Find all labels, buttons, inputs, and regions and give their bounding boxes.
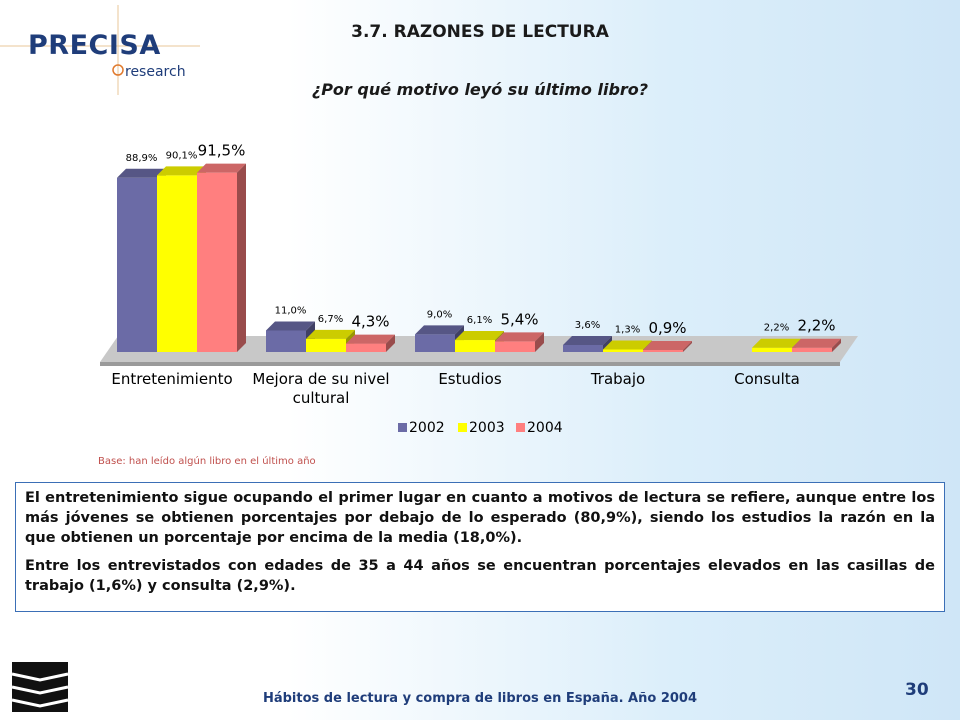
data-label-2002-0: 88,9% xyxy=(126,153,158,164)
legend-label-2004: 2004 xyxy=(527,420,563,436)
bar-2004-2 xyxy=(495,332,544,352)
legend-swatch-2003 xyxy=(458,423,467,432)
bar-2004-1 xyxy=(346,334,395,352)
bar-2003-1 xyxy=(306,329,355,352)
chart-floor-edge xyxy=(100,362,840,366)
data-label-2003-4: 2,2% xyxy=(764,323,789,334)
data-label-2003-1: 6,7% xyxy=(318,314,343,325)
bar-2002-1 xyxy=(266,321,315,352)
category-label-2: Estudios xyxy=(438,370,502,388)
data-label-2004-3: 0,9% xyxy=(648,319,686,337)
legend-label-2002: 2002 xyxy=(409,420,445,436)
publisher-logo-icon xyxy=(11,662,69,712)
logo-swoosh-icon xyxy=(0,5,200,95)
bar-2004-0 xyxy=(197,163,246,352)
data-label-2004-4: 2,2% xyxy=(797,317,835,335)
data-label-2004-2: 5,4% xyxy=(500,310,538,328)
data-label-2002-2: 9,0% xyxy=(427,309,452,320)
data-label-2002-3: 3,6% xyxy=(575,320,600,331)
logo-wordmark: PRECISA xyxy=(28,30,161,61)
data-label-2002-1: 11,0% xyxy=(275,305,307,316)
data-label-2004-1: 4,3% xyxy=(351,313,389,331)
category-label-1: Mejora de su nivel xyxy=(252,370,389,388)
logo-subtext: research xyxy=(125,64,186,80)
commentary-box: El entretenimiento sigue ocupando el pri… xyxy=(15,482,945,612)
data-label-2003-3: 1,3% xyxy=(615,324,640,335)
chart-subtitle: ¿Por qué motivo leyó su último libro? xyxy=(311,80,649,99)
data-label-2003-0: 90,1% xyxy=(166,150,198,161)
category-label-3: Trabajo xyxy=(590,370,645,388)
category-label-0: Entretenimiento xyxy=(111,370,232,388)
bar-2004-4 xyxy=(792,338,841,352)
commentary-paragraph-2: Entre los entrevistados con edades de 35… xyxy=(25,558,935,594)
precisa-logo: PRECISA research xyxy=(0,0,220,100)
bar-2002-2 xyxy=(415,325,464,352)
legend-swatch-2004 xyxy=(516,423,525,432)
page-number: 30 xyxy=(905,680,929,700)
data-label-2004-0: 91,5% xyxy=(198,142,246,160)
commentary-paragraph-1: El entretenimiento sigue ocupando el pri… xyxy=(25,490,935,546)
category-label-4: Consulta xyxy=(734,370,800,388)
bar-chart: 88,9% 90,1% 91,5% 11,0% 6,7% 4,3% 9,0% 6,1% 5,4%… xyxy=(100,142,858,436)
footer-text: Hábitos de lectura y compra de libros en… xyxy=(262,691,698,706)
base-note: Base: han leído algún libro en el último… xyxy=(98,456,316,467)
legend-label-2003: 2003 xyxy=(469,420,505,436)
bar-2004-3 xyxy=(643,341,692,352)
category-label-1: cultural xyxy=(293,389,350,407)
page-title: 3.7. RAZONES DE LECTURA xyxy=(351,22,609,42)
legend-swatch-2002 xyxy=(398,423,407,432)
data-label-2003-2: 6,1% xyxy=(467,315,492,326)
